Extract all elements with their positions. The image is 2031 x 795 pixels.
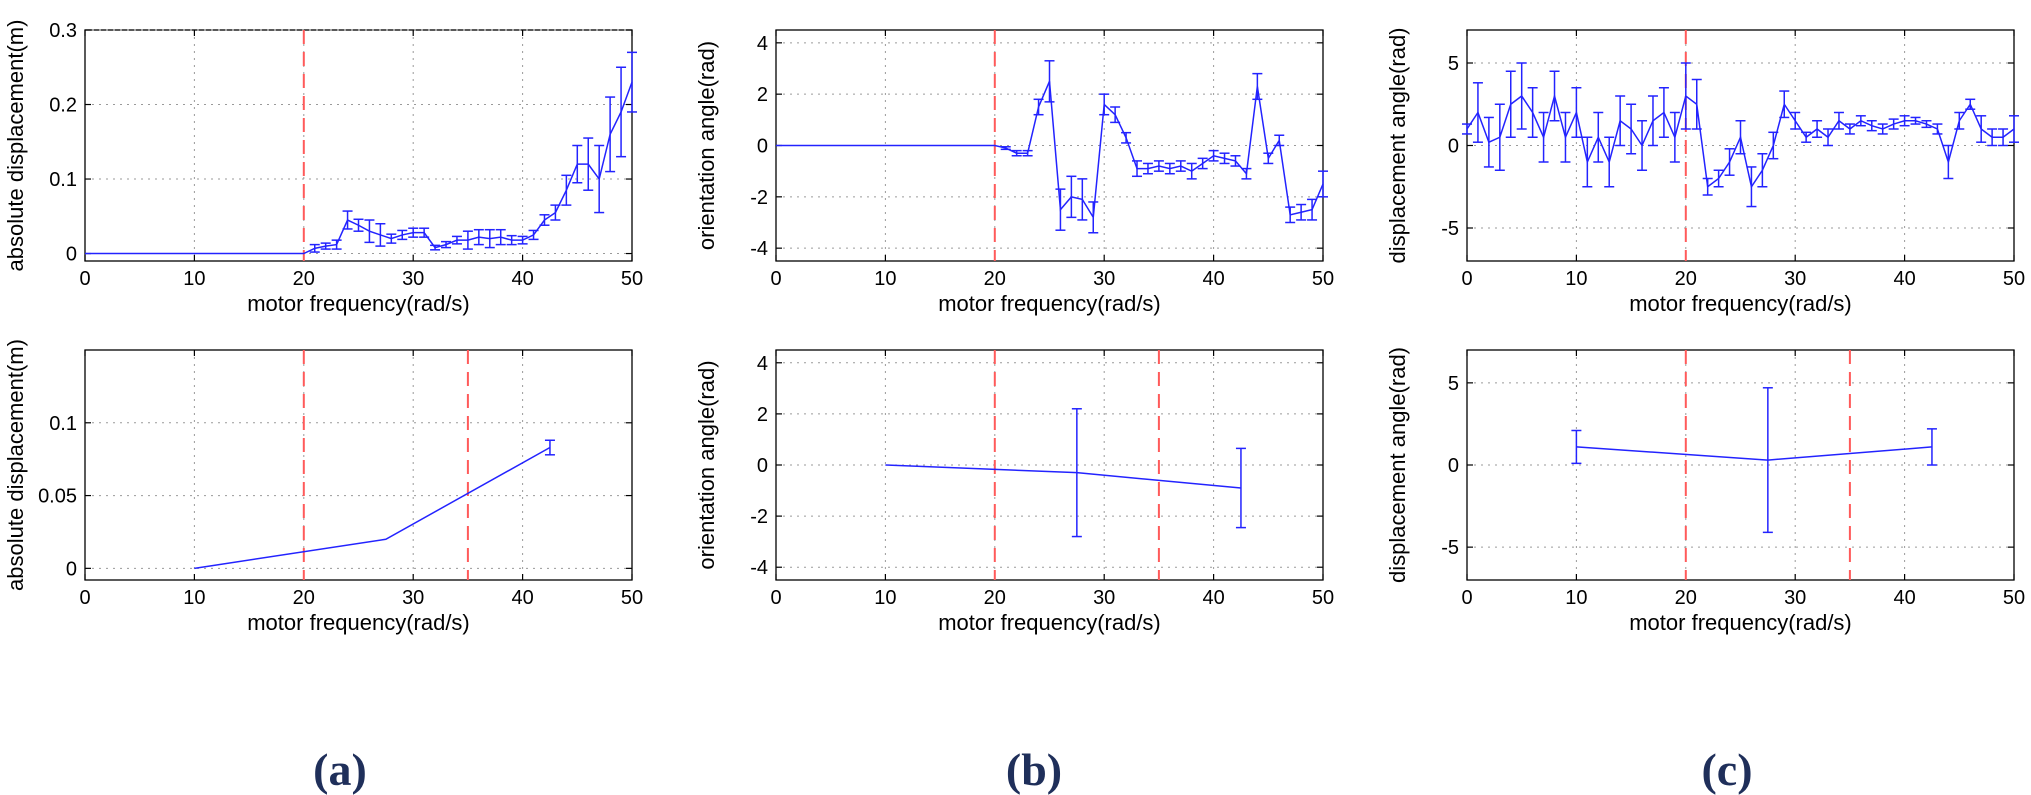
x-tick-label: 50 [1312, 268, 1334, 290]
x-axis-label: motor frequency(rad/s) [938, 610, 1161, 635]
x-tick-label: 50 [621, 268, 643, 290]
x-tick-label: 40 [511, 268, 533, 290]
x-tick-label: 0 [770, 587, 781, 609]
panel-label-a: (a) [313, 744, 367, 795]
chart-bottom-b: 0 10 20 30 40 50 -4 -2 0 2 4 motor frequency(rad/s)… [694, 349, 1334, 635]
x-tick-label: 20 [984, 268, 1006, 290]
x-tick-label: 10 [1565, 587, 1587, 609]
x-tick-label: 30 [402, 587, 424, 609]
x-tick-label: 40 [1893, 268, 1915, 290]
y-axis-label: displacement angle(rad) [1385, 347, 1410, 583]
y-axis-label: displacement angle(rad) [1385, 27, 1410, 263]
x-tick-label: 20 [1675, 268, 1697, 290]
y-tick-label: -2 [750, 187, 768, 209]
x-tick-label: 0 [770, 268, 781, 290]
y-tick-label: -5 [1441, 537, 1459, 559]
x-tick-label: 40 [1202, 268, 1224, 290]
x-tick-label: 0 [79, 268, 90, 290]
x-axis-label: motor frequency(rad/s) [247, 610, 470, 635]
y-axis-label: absolute displacement(m) [3, 20, 28, 272]
y-tick-label: 0 [757, 136, 768, 158]
y-tick-label: 4 [757, 33, 768, 55]
y-tick-label: -4 [750, 238, 768, 260]
y-tick-label: 0 [757, 455, 768, 477]
x-tick-label: 50 [2003, 587, 2025, 609]
x-axis-label: motor frequency(rad/s) [1629, 610, 1852, 635]
chart-bottom-c: 0 10 20 30 40 50 -5 0 5 motor frequency(rad/s) dis… [1385, 347, 2025, 635]
x-axis-label: motor frequency(rad/s) [1629, 291, 1852, 316]
x-tick-label: 50 [2003, 268, 2025, 290]
x-tick-label: 50 [1312, 587, 1334, 609]
y-axis-label: orientation angle(rad) [694, 360, 719, 569]
chart-top-b: 0 10 20 30 40 50 -4 -2 0 2 4 motor frequency(rad/s)… [694, 29, 1334, 316]
x-tick-label: 10 [874, 268, 896, 290]
x-tick-label: 0 [1461, 587, 1472, 609]
x-tick-label: 30 [402, 268, 424, 290]
y-tick-label: 0 [1448, 136, 1459, 158]
y-tick-label: 5 [1448, 373, 1459, 395]
x-tick-label: 30 [1093, 268, 1115, 290]
series-line [776, 81, 1324, 220]
y-tick-label: 0.3 [49, 20, 77, 42]
y-tick-label: 0.1 [49, 169, 77, 191]
x-tick-label: 50 [621, 587, 643, 609]
axes-frame [84, 349, 633, 581]
y-tick-label: 0 [1448, 455, 1459, 477]
x-tick-label: 10 [1565, 268, 1587, 290]
y-tick-label: 0 [66, 244, 77, 266]
series-line [85, 81, 633, 255]
y-tick-label: 2 [757, 404, 768, 426]
y-tick-label: -5 [1441, 218, 1459, 240]
y-tick-label: 0.1 [49, 413, 77, 435]
x-tick-label: 30 [1093, 587, 1115, 609]
x-tick-label: 40 [1202, 587, 1224, 609]
chart-top-c: 0 10 20 30 40 50 -5 0 5 motor frequency(rad/s) dis… [1385, 27, 2025, 316]
x-axis-label: motor frequency(rad/s) [247, 291, 470, 316]
x-tick-label: 0 [79, 587, 90, 609]
x-tick-label: 40 [511, 587, 533, 609]
chart-bottom-a: 0 10 20 30 40 50 0 0.05 0.1 motor frequency(rad/s… [3, 339, 643, 635]
x-tick-label: 30 [1784, 587, 1806, 609]
y-tick-label: 4 [757, 353, 768, 375]
panel-label-c: (c) [1701, 744, 1752, 795]
y-tick-label: 0.2 [49, 95, 77, 117]
panel-label-b: (b) [1006, 744, 1062, 795]
x-tick-label: 20 [293, 268, 315, 290]
x-tick-label: 20 [984, 587, 1006, 609]
y-axis-label: absolute displacement(m) [3, 339, 28, 591]
y-tick-label: 0.05 [38, 486, 77, 508]
x-tick-label: 20 [293, 587, 315, 609]
x-tick-label: 40 [1893, 587, 1915, 609]
y-tick-label: 5 [1448, 53, 1459, 75]
x-tick-label: 10 [183, 268, 205, 290]
chart-top-a: 0 10 20 30 40 50 0 0.1 0.2 0.3 motor frequency(rad… [3, 20, 643, 316]
y-tick-label: 2 [757, 84, 768, 106]
y-tick-label: -2 [750, 506, 768, 528]
x-tick-label: 0 [1461, 268, 1472, 290]
x-tick-label: 10 [874, 587, 896, 609]
x-tick-label: 30 [1784, 268, 1806, 290]
x-tick-label: 10 [183, 587, 205, 609]
x-tick-label: 20 [1675, 587, 1697, 609]
y-tick-label: 0 [66, 558, 77, 580]
y-axis-label: orientation angle(rad) [694, 41, 719, 250]
x-axis-label: motor frequency(rad/s) [938, 291, 1161, 316]
y-tick-label: -4 [750, 557, 768, 579]
series-line [194, 446, 551, 570]
